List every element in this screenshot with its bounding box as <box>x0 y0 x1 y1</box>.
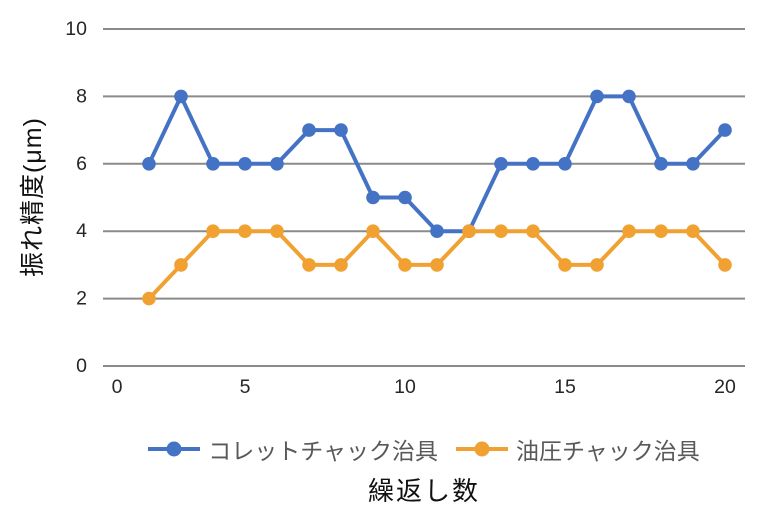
legend-marker-icon <box>148 441 201 457</box>
x-tick-label: 15 <box>554 376 576 398</box>
data-point-marker <box>174 258 188 272</box>
data-point-marker <box>302 123 316 137</box>
data-point-marker <box>686 157 700 171</box>
y-tick-label: 0 <box>76 355 87 377</box>
data-point-marker <box>238 157 252 171</box>
data-point-marker <box>430 258 444 272</box>
data-point-marker <box>654 224 668 238</box>
data-point-marker <box>206 157 220 171</box>
y-tick-label: 6 <box>76 153 87 175</box>
y-tick-label: 4 <box>76 220 87 242</box>
data-point-marker <box>718 123 732 137</box>
x-tick-label: 20 <box>714 376 736 398</box>
data-point-marker <box>686 224 700 238</box>
legend-item-0: コレットチャック治具 <box>148 432 438 466</box>
data-point-marker <box>366 190 380 205</box>
y-axis-title: 振れ精度(μm) <box>19 117 47 277</box>
data-point-marker <box>430 224 444 238</box>
data-point-marker <box>622 224 636 238</box>
x-axis-title: 繰返し数 <box>367 476 480 506</box>
data-point-marker <box>142 157 156 171</box>
y-tick-label: 8 <box>76 85 87 107</box>
data-point-marker <box>654 157 668 171</box>
data-point-marker <box>494 224 508 238</box>
y-tick-label: 2 <box>76 288 87 310</box>
legend-label: 油圧チャック治具 <box>516 438 700 464</box>
data-point-marker <box>366 224 380 238</box>
data-point-marker <box>142 291 156 306</box>
data-point-marker <box>622 89 636 104</box>
data-point-marker <box>238 224 252 238</box>
data-point-marker <box>526 224 540 238</box>
legend-marker-icon <box>456 441 508 457</box>
data-point-marker <box>270 157 284 171</box>
data-point-marker <box>334 258 348 272</box>
x-tick-label: 5 <box>240 376 251 398</box>
data-point-marker <box>558 258 572 272</box>
data-point-marker <box>558 157 572 171</box>
data-point-marker <box>270 224 284 238</box>
data-point-marker <box>398 190 412 205</box>
legend-item-1: 油圧チャック治具 <box>456 432 700 466</box>
x-tick-label: 10 <box>394 376 416 398</box>
data-point-marker <box>334 123 348 137</box>
data-point-marker <box>494 157 508 171</box>
data-point-marker <box>462 224 476 238</box>
data-point-marker <box>302 258 316 272</box>
data-point-marker <box>206 224 220 238</box>
legend: コレットチャック治具 油圧チャック治具 <box>103 434 745 464</box>
plot-area: 0 2 4 6 8 10 0 5 10 15 20 <box>65 18 745 398</box>
legend-label: コレットチャック治具 <box>208 438 438 464</box>
data-point-marker <box>174 89 188 104</box>
y-tick-label: 10 <box>65 18 87 40</box>
data-point-marker <box>590 89 604 104</box>
data-point-marker <box>718 258 732 272</box>
legend-dot <box>166 441 182 457</box>
data-point-marker <box>398 258 412 272</box>
x-tick-label: 0 <box>112 376 123 398</box>
data-point-marker <box>590 258 604 272</box>
data-point-marker <box>526 157 540 171</box>
legend-dot <box>474 441 490 457</box>
